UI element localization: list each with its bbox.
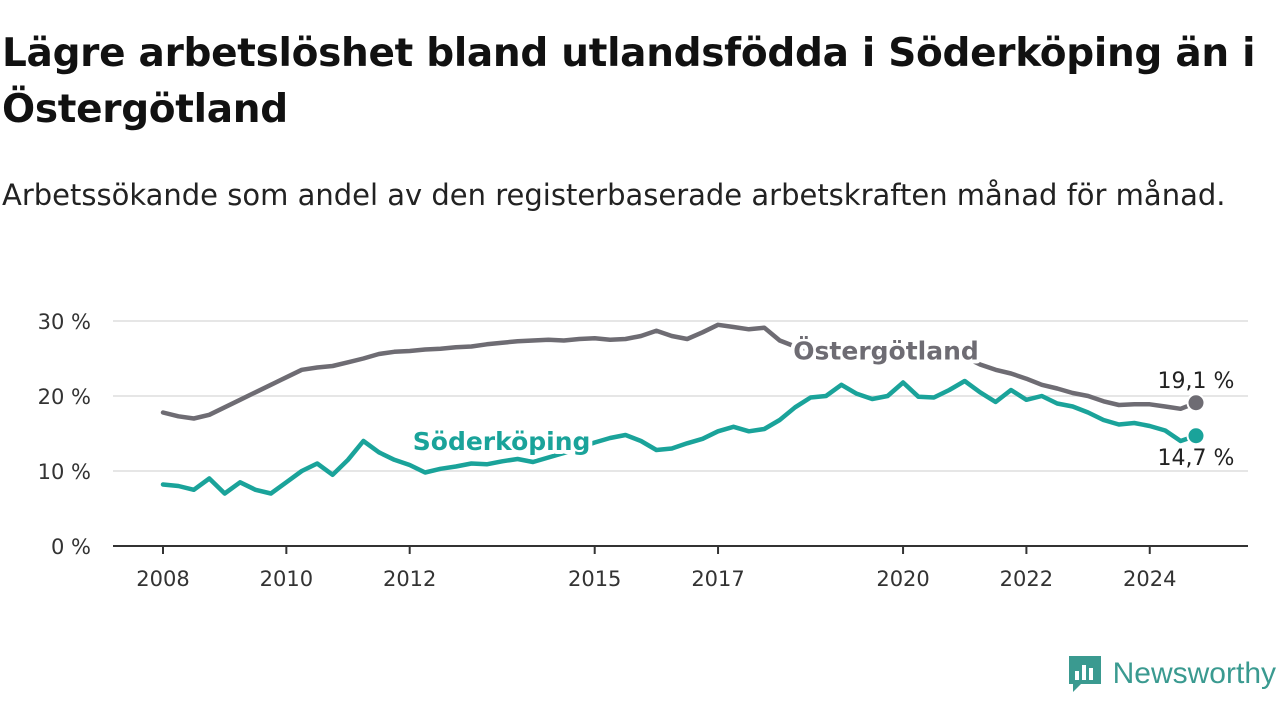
end-value-label-ostergotland: 19,1 % <box>1158 369 1235 394</box>
newsworthy-logo-icon <box>1068 656 1101 692</box>
series-end-point-ostergotland <box>1186 393 1206 413</box>
x-tick-label: 2024 <box>1123 567 1176 591</box>
chart-title: Lägre arbetslöshet bland utlandsfödda i … <box>2 31 1256 132</box>
x-tick-label: 2015 <box>568 567 621 591</box>
brand-logo: Newsworthy <box>1067 654 1276 694</box>
series-label-halo: Östergötland <box>793 335 979 365</box>
brand-name: Newsworthy <box>1112 657 1276 690</box>
y-tick-label: 10 % <box>38 460 91 484</box>
series-label-soderkoping: Söderköping <box>413 427 591 456</box>
x-tick-label: 2012 <box>383 567 436 591</box>
end-value-label-soderkoping: 14,7 % <box>1158 446 1235 471</box>
series-end-point-soderkoping <box>1186 426 1206 446</box>
series-label-ostergotland: Östergötland <box>793 335 979 365</box>
line-chart: 0 % 10 % 20 % 30 % 2008 2010 2012 2015 2017 2020 2… <box>38 310 1248 591</box>
chart-subtitle: Arbetssökande som andel av den registerb… <box>2 178 1226 212</box>
series-line-soderkoping <box>160 378 1199 496</box>
x-tick-label: 2010 <box>260 567 313 591</box>
y-tick-label: 20 % <box>38 385 91 409</box>
x-tick-label: 2020 <box>876 567 929 591</box>
series-label-halo: Söderköping <box>413 427 591 456</box>
y-tick-label: 0 % <box>51 535 91 559</box>
x-tick-label: 2017 <box>691 567 744 591</box>
series-line-ostergotland <box>160 322 1199 421</box>
x-tick-label: 2022 <box>1000 567 1053 591</box>
y-tick-label: 30 % <box>38 310 91 334</box>
x-tick-label: 2008 <box>136 567 189 591</box>
